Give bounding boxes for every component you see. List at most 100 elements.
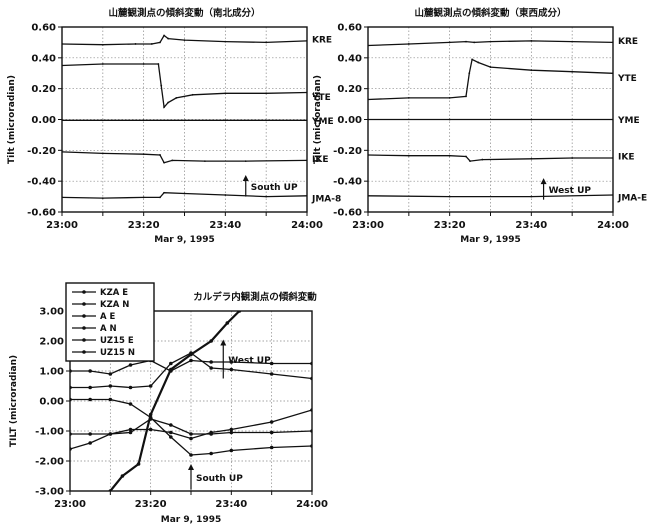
legend-swatch-marker: [82, 290, 86, 294]
y-tick-label: 2.00: [39, 337, 64, 348]
legend-swatch-marker: [82, 302, 86, 306]
data-point: [306, 119, 307, 122]
data-point: [169, 361, 173, 366]
data-point: [612, 157, 613, 159]
y-tick-label: -3.00: [35, 487, 64, 498]
annotation-label: South UP: [251, 183, 298, 193]
data-point: [612, 72, 613, 75]
data-point: [269, 361, 274, 366]
data-point: [183, 192, 186, 195]
data-point: [128, 427, 133, 432]
data-point: [142, 63, 145, 65]
chart-2: 山麓観測点の傾斜変動（東西成分） 0.60 0.40 0.20 0.00 -0.20 -0.…: [313, 7, 647, 245]
data-point: [269, 372, 274, 376]
data-point: [265, 41, 268, 44]
data-point: [88, 441, 92, 445]
data-point: [189, 432, 193, 436]
data-point: [159, 196, 161, 199]
y-tick-label: -0.20: [27, 146, 56, 157]
data-point: [108, 397, 113, 402]
y-axis-label: TILT (microradian): [9, 355, 19, 447]
data-point: [101, 197, 104, 200]
data-point: [448, 195, 451, 198]
legend-swatch-marker: [82, 338, 86, 342]
data-point: [169, 430, 173, 435]
data-point: [471, 58, 474, 61]
annotation-label: South UP: [196, 474, 243, 484]
data-point: [269, 430, 274, 435]
y-tick-label: -0.20: [333, 146, 362, 157]
data-point: [160, 84, 163, 87]
series-group: [62, 34, 307, 200]
data-point: [148, 412, 153, 417]
data-point: [229, 448, 234, 453]
data-point: [368, 194, 369, 197]
data-point: [134, 43, 137, 45]
data-point: [310, 361, 312, 366]
x-axis-label: Mar 9, 1995: [460, 235, 520, 245]
data-point: [224, 40, 227, 43]
data-point: [108, 384, 113, 388]
x-axis-label: Mar 9, 1995: [161, 515, 221, 525]
y-tick-label: -2.00: [35, 457, 64, 468]
data-point: [473, 41, 476, 44]
data-point: [70, 369, 72, 373]
series-label: IKE: [618, 153, 634, 163]
x-tick-label: 24:00: [296, 499, 328, 510]
data-point: [157, 63, 160, 65]
data-point: [128, 363, 133, 367]
y-tick-label: 0.00: [337, 115, 362, 126]
data-point: [189, 352, 193, 357]
chart-title: 山麓観測点の傾斜変動（南北成分）: [108, 7, 260, 19]
data-point: [108, 372, 113, 376]
data-point: [448, 97, 451, 99]
data-point: [407, 97, 410, 99]
data-point: [407, 154, 410, 157]
data-point: [189, 358, 193, 363]
y-tick-label: 0.20: [31, 84, 56, 95]
y-tick-label: -0.60: [333, 208, 362, 219]
data-point: [142, 153, 145, 156]
data-point: [612, 194, 613, 196]
data-point: [62, 196, 63, 199]
series-label: KRE: [618, 37, 638, 47]
y-tick-label: 0.00: [39, 397, 64, 408]
data-point: [448, 41, 451, 44]
data-point: [163, 161, 165, 164]
data-point: [163, 106, 165, 109]
data-point: [310, 376, 312, 381]
data-point: [209, 339, 213, 343]
y-tick-label: -0.60: [27, 208, 56, 219]
data-point: [70, 432, 72, 436]
data-point: [229, 360, 234, 364]
legend-label: KZA N: [100, 300, 129, 310]
legend-box: [65, 282, 155, 362]
data-point: [306, 91, 307, 94]
chart-1: 山麓観測点の傾斜変動（南北成分） 0.60 0.40 0.20 0.00 -0.20 -0.…: [7, 7, 341, 245]
data-point: [224, 119, 227, 122]
y-tick-label: 0.60: [31, 23, 56, 34]
x-axis-label: Mar 9, 1995: [154, 235, 214, 245]
x-tick-label: 23:20: [135, 499, 167, 510]
data-point: [310, 444, 312, 448]
data-point: [489, 66, 492, 68]
data-point: [136, 462, 141, 466]
legend-label: UZ15 N: [100, 348, 135, 358]
data-point: [169, 435, 173, 439]
x-tick-label: 23:00: [46, 220, 78, 231]
y-tick-label: -0.40: [333, 177, 362, 188]
data-point: [101, 43, 104, 46]
data-point: [159, 154, 161, 156]
data-point: [62, 64, 63, 67]
data-point: [163, 191, 165, 194]
data-point: [530, 69, 533, 72]
series-group: [368, 39, 613, 198]
y-tick-label: -1.00: [35, 427, 64, 438]
data-point: [489, 40, 492, 43]
data-point: [407, 43, 410, 45]
data-point: [171, 159, 174, 162]
data-point: [368, 118, 369, 121]
data-point: [465, 95, 467, 98]
y-axis-label: Tilt (microradian): [7, 75, 17, 164]
